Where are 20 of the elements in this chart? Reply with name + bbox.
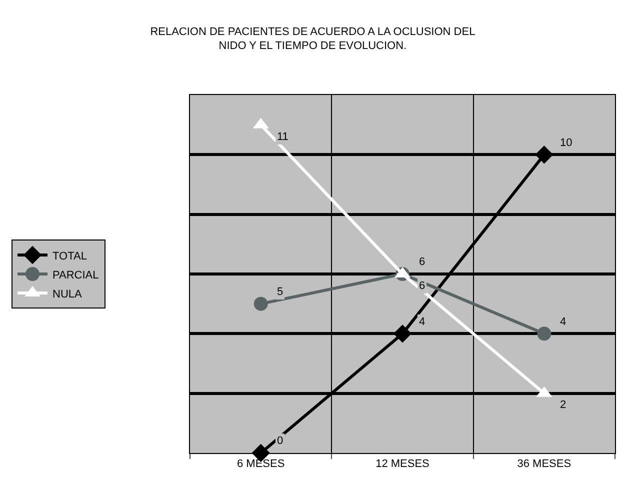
legend-label: TOTAL (52, 250, 87, 262)
data-label: 4 (560, 316, 566, 328)
chart-title: RELACION DE PACIENTES DE ACUERDO A LA OCLUSION DEL NIDO Y EL TIEMPO DE EVOLUCION. (150, 26, 476, 52)
data-label: 10 (560, 137, 572, 149)
data-label: 4 (419, 316, 426, 328)
point (393, 324, 412, 343)
x-tick-label: 12 MESES (376, 458, 430, 470)
x-tick-label: 36 MESES (517, 458, 572, 470)
data-label: 0 (277, 435, 284, 447)
data-label: 6 (419, 256, 426, 268)
legend-label: PARCIAL (52, 269, 99, 282)
legend-label: NULA (52, 288, 83, 300)
data-label: 2 (560, 399, 566, 411)
data-label: 11 (277, 131, 288, 143)
x-tick-label: 6 MESES (236, 458, 285, 470)
point (537, 326, 552, 341)
point (535, 146, 554, 164)
point (254, 296, 268, 311)
data-label: 5 (277, 286, 284, 298)
data-label: 6 (419, 280, 426, 292)
